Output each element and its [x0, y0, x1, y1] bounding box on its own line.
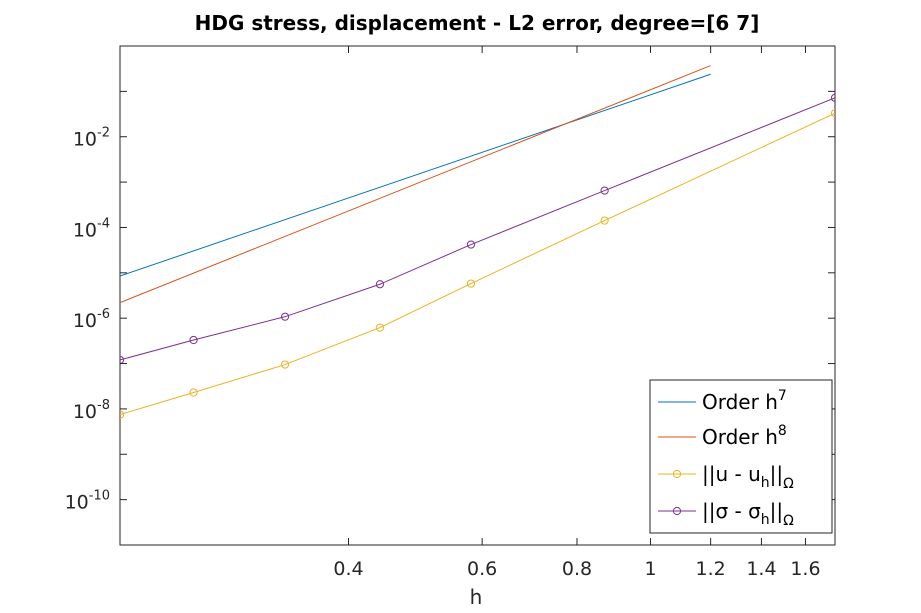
y-tick-label: 10-4	[73, 216, 110, 241]
chart-title: HDG stress, displacement - L2 error, deg…	[195, 11, 760, 35]
legend: Order h7 Order h8 ||u - uh||Ω ||σ - σh||Ω	[649, 379, 833, 534]
y-tick-label: 10-10	[65, 489, 110, 514]
y-axis: 10-2 10-4 10-6 10-8 10-10	[65, 45, 835, 546]
legend-marker	[672, 469, 682, 479]
x-tick-label: 1.2	[696, 558, 726, 580]
data-point	[466, 240, 476, 249]
data-point	[466, 279, 476, 288]
legend-label: Order h8	[702, 423, 787, 449]
series-line-0	[120, 73, 711, 277]
x-axis: 0.4 0.6 0.8 1 1.2 1.4 1.6	[333, 46, 821, 580]
series-line-2	[120, 112, 835, 416]
data-point	[375, 323, 385, 332]
data-point	[600, 216, 609, 225]
y-tick-label: 10-6	[73, 307, 110, 332]
y-tick-label: 10-8	[73, 398, 110, 423]
series-line-3	[120, 97, 835, 361]
legend-label: ||σ - σh||Ω	[702, 499, 794, 529]
x-tick-label: 0.8	[562, 558, 592, 580]
x-axis-label: h	[470, 585, 483, 609]
legend-label: ||u - uh||Ω	[702, 462, 794, 492]
data-point	[280, 312, 290, 321]
data-point	[189, 335, 198, 345]
x-tick-label: 0.6	[467, 558, 497, 580]
data-point	[189, 388, 198, 397]
legend-box	[649, 379, 833, 534]
x-tick-label: 1.4	[746, 558, 776, 580]
series-group	[120, 65, 835, 419]
data-point	[830, 109, 835, 118]
data-point	[120, 410, 125, 419]
legend-label: Order h7	[702, 388, 787, 414]
x-tick-label: 1	[644, 558, 656, 580]
series-line-1	[120, 65, 711, 304]
data-point	[280, 360, 290, 369]
x-tick-label: 1.6	[790, 558, 820, 580]
data-point	[375, 280, 385, 289]
data-point	[830, 93, 835, 102]
x-tick-label: 0.4	[333, 558, 363, 580]
y-tick-label: 10-2	[73, 126, 110, 151]
data-point	[600, 186, 609, 195]
plot-area	[119, 45, 836, 546]
legend-marker	[672, 506, 682, 516]
